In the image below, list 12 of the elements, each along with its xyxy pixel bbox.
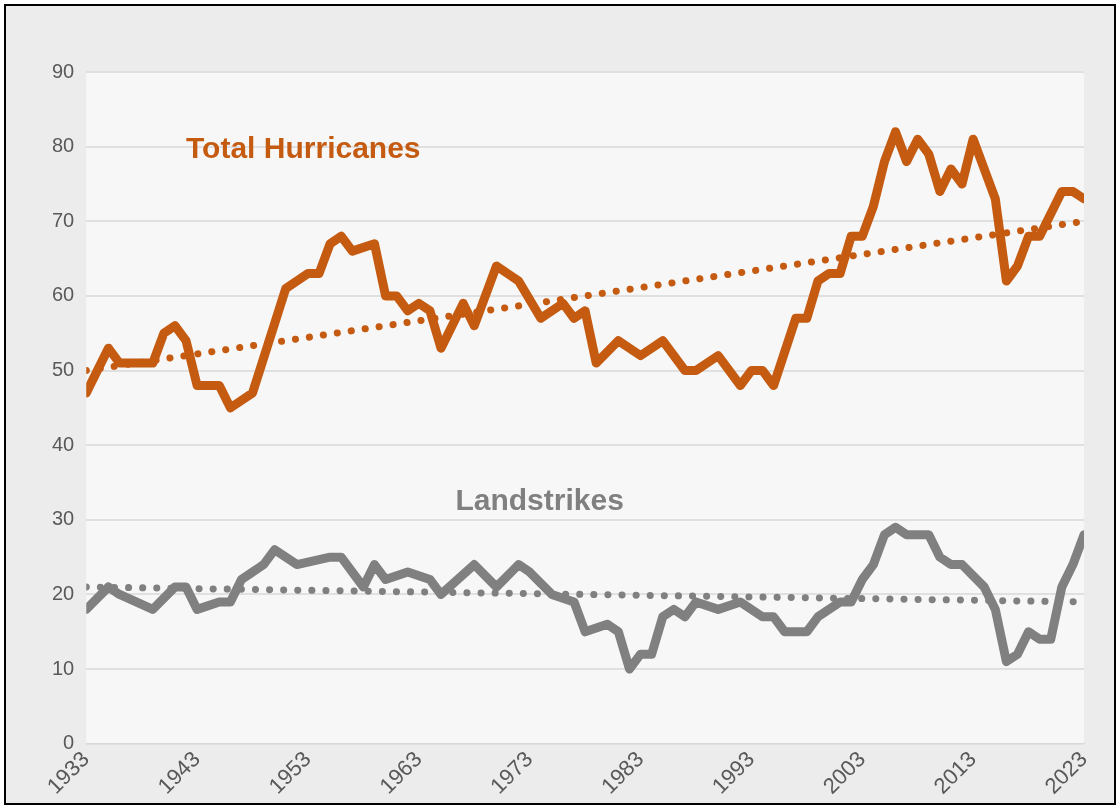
y-tick-label: 60 (52, 283, 75, 306)
series-label: Landstrikes (455, 483, 624, 517)
text: Total Hurricanes (186, 130, 421, 164)
y-tick-label: 30 (52, 507, 75, 530)
y-tick-label: 50 (52, 358, 75, 381)
y-tick-label: 20 (52, 581, 75, 604)
y-tick-label: 80 (52, 134, 75, 157)
y-tick-label: 40 (52, 432, 75, 455)
y-tick-label: 90 (52, 59, 75, 82)
y-tick-label: 10 (52, 656, 75, 679)
y-tick-label: 0 (63, 731, 75, 754)
y-tick-label: 70 (52, 208, 75, 231)
